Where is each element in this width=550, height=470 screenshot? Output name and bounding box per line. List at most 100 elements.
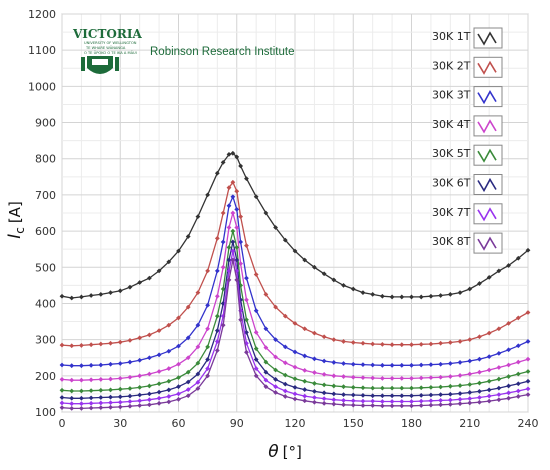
data-point — [59, 395, 65, 400]
legend-label: 30K 2T — [432, 59, 471, 72]
data-point — [234, 188, 240, 194]
data-point — [137, 398, 143, 404]
data-point — [496, 385, 502, 391]
data-point — [282, 381, 288, 387]
data-point — [185, 379, 191, 385]
data-point — [127, 403, 133, 409]
data-point — [447, 292, 453, 297]
data-point — [506, 347, 511, 353]
data-point — [312, 370, 317, 375]
series-30k-4t — [59, 210, 531, 383]
data-point — [477, 388, 482, 394]
institute-name: Robinson Research Institute — [150, 46, 294, 58]
data-point — [98, 377, 104, 382]
data-point — [409, 294, 414, 300]
data-point — [467, 390, 473, 395]
data-point — [117, 394, 123, 400]
data-point — [506, 374, 511, 379]
y-tick-label: 100 — [35, 406, 56, 419]
data-point — [263, 377, 269, 383]
data-point — [457, 383, 463, 388]
data-point — [399, 375, 405, 381]
data-point — [447, 383, 453, 389]
data-point — [331, 391, 337, 397]
data-point — [253, 330, 259, 335]
data-point — [273, 225, 278, 230]
data-point — [273, 304, 278, 310]
data-point — [292, 248, 298, 254]
data-point — [176, 375, 181, 381]
data-point — [486, 275, 492, 280]
data-point — [409, 362, 414, 368]
data-point — [409, 403, 414, 409]
data-point — [220, 239, 226, 245]
data-point — [379, 362, 385, 368]
data-point — [457, 360, 463, 365]
data-point — [438, 392, 444, 398]
data-point — [253, 194, 259, 200]
data-point — [117, 375, 123, 381]
data-point — [59, 293, 65, 299]
data-point — [525, 386, 531, 392]
data-point — [467, 286, 473, 292]
data-point — [418, 392, 424, 398]
data-point — [477, 395, 482, 400]
data-point — [59, 405, 65, 411]
data-point — [486, 367, 492, 373]
y-tick-label: 700 — [35, 189, 56, 202]
data-point — [127, 393, 133, 399]
data-point — [341, 398, 346, 403]
data-point — [506, 263, 511, 268]
x-tick-label: 240 — [518, 417, 539, 430]
data-point — [244, 176, 249, 182]
data-point — [418, 403, 424, 408]
data-point — [341, 402, 346, 408]
data-point — [226, 151, 232, 157]
data-point — [515, 315, 521, 321]
data-point — [176, 315, 181, 321]
data-point — [230, 248, 236, 254]
data-point — [350, 398, 356, 404]
data-point — [69, 343, 75, 349]
data-point — [176, 361, 181, 367]
data-point — [263, 369, 269, 375]
data-point — [467, 358, 473, 364]
data-point — [79, 405, 84, 411]
data-point — [428, 375, 434, 381]
data-point — [399, 403, 405, 409]
y-tick-label: 900 — [35, 117, 56, 130]
data-point — [457, 396, 463, 402]
data-point — [108, 340, 113, 346]
data-point — [234, 225, 240, 230]
data-point — [350, 361, 356, 367]
legend-label: 30K 7T — [432, 206, 471, 219]
data-point — [59, 342, 65, 348]
data-point — [108, 290, 113, 295]
data-point — [515, 381, 521, 387]
data-point — [350, 340, 356, 345]
y-axis-symbol: I — [5, 234, 25, 239]
data-point — [341, 384, 346, 390]
data-point — [447, 391, 453, 397]
data-point — [506, 362, 511, 368]
data-point — [350, 286, 356, 292]
data-point — [226, 277, 232, 283]
data-point — [515, 359, 521, 365]
data-point — [253, 308, 259, 314]
university-line3: TE WHARE WĀNANGA — [85, 45, 126, 50]
data-point — [205, 366, 211, 371]
data-point — [59, 400, 65, 406]
data-point — [117, 288, 123, 294]
data-point — [447, 361, 453, 366]
data-point — [321, 382, 327, 388]
data-point — [220, 286, 226, 292]
data-point — [477, 369, 482, 375]
data-point — [156, 389, 162, 395]
data-point — [399, 393, 405, 399]
data-point — [360, 385, 366, 391]
data-point — [166, 366, 172, 371]
data-point — [59, 377, 65, 382]
data-point — [146, 391, 152, 397]
data-point — [205, 302, 211, 308]
